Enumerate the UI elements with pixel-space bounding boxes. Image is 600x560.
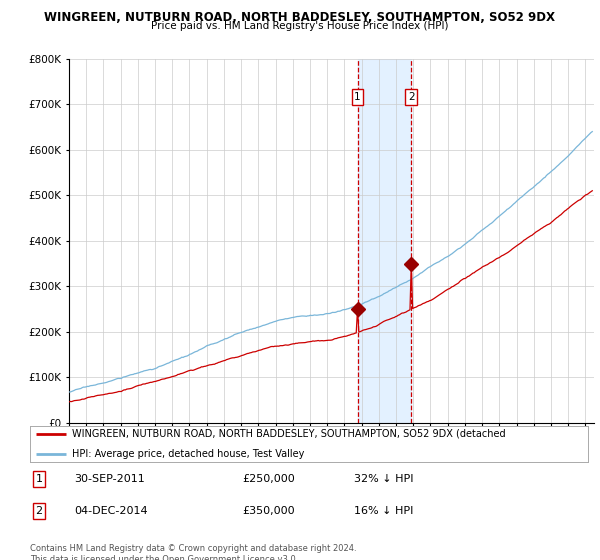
Text: 30-SEP-2011: 30-SEP-2011 <box>74 474 145 484</box>
Text: £250,000: £250,000 <box>242 474 295 484</box>
Text: 2: 2 <box>408 92 415 102</box>
Text: 2: 2 <box>35 506 43 516</box>
Text: £350,000: £350,000 <box>242 506 295 516</box>
Text: Contains HM Land Registry data © Crown copyright and database right 2024.
This d: Contains HM Land Registry data © Crown c… <box>30 544 356 560</box>
Text: Price paid vs. HM Land Registry's House Price Index (HPI): Price paid vs. HM Land Registry's House … <box>151 21 449 31</box>
Text: 04-DEC-2014: 04-DEC-2014 <box>74 506 148 516</box>
Text: 16% ↓ HPI: 16% ↓ HPI <box>353 506 413 516</box>
Text: 32% ↓ HPI: 32% ↓ HPI <box>353 474 413 484</box>
Text: 1: 1 <box>35 474 43 484</box>
Text: WINGREEN, NUTBURN ROAD, NORTH BADDESLEY, SOUTHAMPTON, SO52 9DX (detached: WINGREEN, NUTBURN ROAD, NORTH BADDESLEY,… <box>72 428 505 438</box>
Bar <box>358 59 411 423</box>
Text: WINGREEN, NUTBURN ROAD, NORTH BADDESLEY, SOUTHAMPTON, SO52 9DX: WINGREEN, NUTBURN ROAD, NORTH BADDESLEY,… <box>44 11 556 24</box>
Text: 1: 1 <box>354 92 361 102</box>
Text: HPI: Average price, detached house, Test Valley: HPI: Average price, detached house, Test… <box>72 449 304 459</box>
